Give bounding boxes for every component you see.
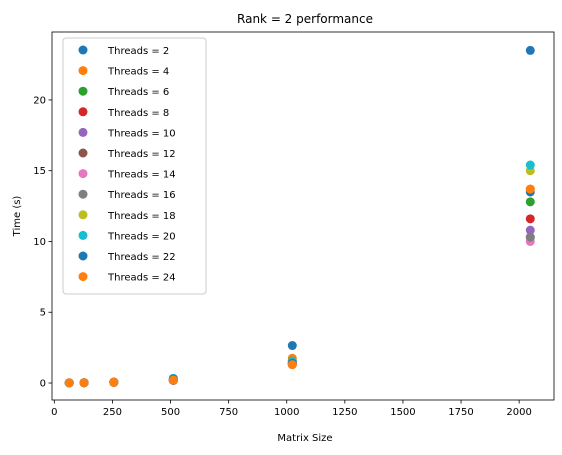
x-axis-label: Matrix Size bbox=[277, 433, 332, 444]
legend-label: Threads = 12 bbox=[107, 149, 176, 160]
legend-marker bbox=[78, 189, 88, 199]
legend-marker bbox=[78, 66, 88, 76]
x-tick-label: 1500 bbox=[390, 407, 415, 418]
x-tick-label: 1250 bbox=[332, 407, 357, 418]
data-point bbox=[525, 232, 535, 242]
legend-label: Threads = 18 bbox=[107, 211, 176, 222]
x-tick-label: 0 bbox=[51, 407, 57, 418]
legend-label: Threads = 20 bbox=[107, 231, 176, 242]
data-point bbox=[525, 45, 535, 55]
data-point bbox=[525, 197, 535, 207]
legend-label: Threads = 4 bbox=[107, 67, 169, 78]
x-tick-label: 2000 bbox=[506, 407, 531, 418]
data-point bbox=[109, 377, 119, 387]
chart-title: Rank = 2 performance bbox=[237, 12, 373, 26]
legend-marker bbox=[78, 230, 88, 240]
data-point bbox=[168, 375, 178, 385]
legend-label: Threads = 8 bbox=[107, 108, 169, 119]
data-points bbox=[64, 45, 535, 388]
axis-ticks: 0 250 500 750 1000 1250 1500 1750 2000 0 5 10 15 20 bbox=[33, 95, 532, 418]
data-point bbox=[79, 378, 89, 388]
x-tick-label: 750 bbox=[219, 407, 238, 418]
y-tick-label: 15 bbox=[33, 166, 46, 177]
data-point bbox=[525, 184, 535, 194]
y-tick-label: 10 bbox=[33, 237, 46, 248]
x-tick-label: 500 bbox=[161, 407, 180, 418]
legend-label: Threads = 10 bbox=[107, 128, 176, 139]
legend-box bbox=[62, 37, 207, 295]
legend-marker bbox=[78, 251, 88, 261]
legend-marker bbox=[78, 272, 88, 282]
legend-label: Threads = 22 bbox=[107, 252, 176, 263]
y-tick-label: 20 bbox=[33, 95, 46, 106]
y-axis-label: Time (s) bbox=[12, 196, 23, 238]
data-point bbox=[525, 225, 535, 235]
y-tick-label: 0 bbox=[40, 379, 46, 390]
data-point bbox=[525, 160, 535, 170]
data-point bbox=[287, 341, 297, 351]
legend-marker bbox=[78, 127, 88, 137]
legend-marker bbox=[78, 86, 88, 96]
legend-marker bbox=[78, 107, 88, 117]
legend: Threads = 2 Threads = 4 Threads = 6 Threads… bbox=[62, 37, 207, 295]
plot-frame bbox=[51, 31, 555, 401]
legend-marker bbox=[78, 210, 88, 220]
data-point bbox=[287, 360, 297, 370]
legend-marker bbox=[78, 148, 88, 158]
data-point bbox=[525, 214, 535, 224]
legend-label: Threads = 2 bbox=[107, 46, 169, 57]
legend-label: Threads = 14 bbox=[107, 170, 176, 181]
legend-label: Threads = 24 bbox=[107, 273, 176, 284]
x-tick-label: 250 bbox=[103, 407, 122, 418]
data-point bbox=[64, 378, 74, 388]
legend-label: Threads = 16 bbox=[107, 190, 176, 201]
legend-marker bbox=[78, 169, 88, 179]
x-tick-label: 1750 bbox=[448, 407, 473, 418]
legend-marker bbox=[78, 45, 88, 55]
x-tick-label: 1000 bbox=[274, 407, 299, 418]
legend-label: Threads = 6 bbox=[107, 87, 169, 98]
y-tick-label: 5 bbox=[40, 308, 46, 319]
